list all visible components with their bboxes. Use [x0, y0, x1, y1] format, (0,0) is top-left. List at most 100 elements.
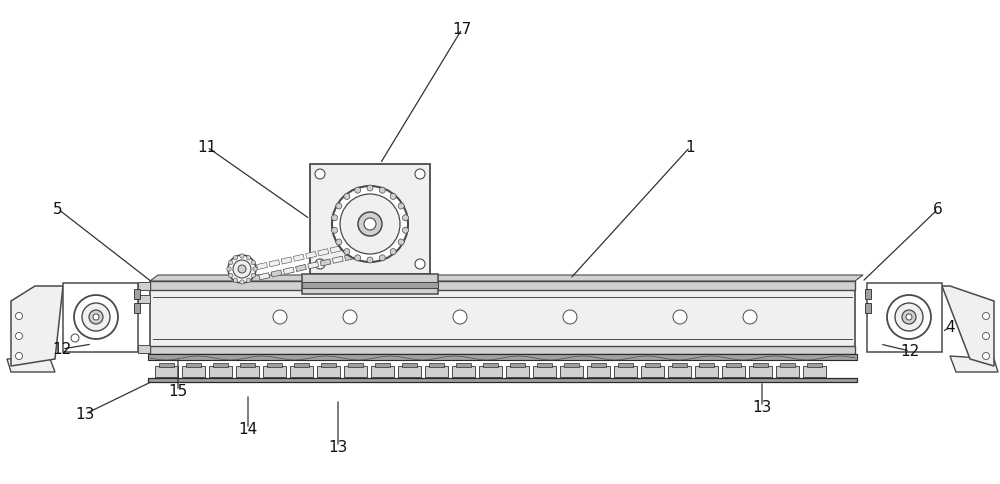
Bar	[306, 252, 316, 259]
Bar	[150, 281, 855, 354]
Circle shape	[240, 254, 244, 258]
Bar	[134, 289, 140, 300]
Bar	[310, 165, 430, 274]
Bar	[722, 366, 745, 377]
Circle shape	[453, 310, 467, 324]
Bar	[506, 366, 529, 377]
Bar	[641, 366, 664, 377]
Bar	[63, 284, 138, 352]
Circle shape	[315, 259, 325, 270]
Text: 11: 11	[197, 140, 217, 155]
Bar	[537, 363, 552, 367]
Bar	[186, 363, 201, 367]
Circle shape	[358, 212, 382, 237]
Bar	[138, 283, 150, 290]
Circle shape	[340, 195, 400, 255]
Bar	[159, 363, 174, 367]
Bar	[138, 345, 150, 353]
Circle shape	[89, 310, 103, 324]
Circle shape	[246, 278, 251, 283]
Bar	[402, 363, 417, 367]
Text: 15: 15	[168, 384, 188, 399]
Circle shape	[402, 228, 408, 234]
Bar	[269, 260, 280, 267]
Bar	[726, 363, 741, 367]
Text: 4: 4	[945, 320, 955, 335]
Circle shape	[743, 310, 757, 324]
Circle shape	[16, 353, 23, 360]
Bar	[348, 363, 363, 367]
Circle shape	[355, 188, 361, 194]
Bar	[668, 366, 691, 377]
Bar	[776, 366, 799, 377]
Circle shape	[415, 259, 425, 270]
Bar	[294, 363, 309, 367]
Circle shape	[229, 274, 233, 278]
Bar	[332, 257, 343, 264]
Bar	[375, 363, 390, 367]
Bar	[429, 363, 444, 367]
Circle shape	[16, 313, 23, 320]
Circle shape	[332, 228, 338, 234]
Circle shape	[982, 333, 990, 340]
Bar	[321, 363, 336, 367]
Bar	[342, 244, 353, 251]
Bar	[533, 366, 556, 377]
Bar	[134, 303, 140, 313]
Text: 5: 5	[53, 202, 63, 217]
Bar	[695, 366, 718, 377]
Bar	[865, 289, 871, 300]
Bar	[371, 366, 394, 377]
Polygon shape	[942, 287, 994, 366]
Bar	[257, 263, 267, 270]
Bar	[330, 246, 341, 254]
Text: 12: 12	[52, 342, 72, 357]
Bar	[283, 268, 294, 275]
Circle shape	[251, 274, 255, 278]
Bar	[807, 363, 822, 367]
Circle shape	[398, 204, 404, 210]
Circle shape	[367, 257, 373, 263]
Text: 17: 17	[452, 22, 472, 37]
Circle shape	[563, 310, 577, 324]
Circle shape	[379, 188, 385, 194]
Bar	[296, 265, 306, 272]
Bar	[645, 363, 660, 367]
Bar	[263, 366, 286, 377]
Circle shape	[336, 240, 342, 245]
Bar	[293, 255, 304, 262]
Bar	[148, 378, 857, 382]
Bar	[749, 366, 772, 377]
Circle shape	[315, 170, 325, 180]
Circle shape	[982, 353, 990, 360]
Circle shape	[398, 240, 404, 245]
Bar	[150, 281, 855, 290]
Circle shape	[895, 303, 923, 332]
Circle shape	[82, 303, 110, 332]
Bar	[138, 295, 150, 303]
Bar	[425, 366, 448, 377]
Bar	[753, 363, 768, 367]
Circle shape	[390, 194, 396, 200]
Text: 12: 12	[900, 344, 920, 359]
Bar	[259, 273, 270, 280]
Bar	[452, 366, 475, 377]
Circle shape	[336, 204, 342, 210]
Circle shape	[344, 194, 350, 200]
Bar	[344, 366, 367, 377]
Bar	[155, 366, 178, 377]
Circle shape	[233, 278, 238, 283]
Circle shape	[93, 314, 99, 320]
Circle shape	[364, 219, 376, 230]
Polygon shape	[950, 356, 998, 372]
Circle shape	[71, 334, 79, 342]
Bar	[867, 284, 942, 352]
Bar	[560, 366, 583, 377]
Circle shape	[229, 261, 233, 265]
Bar	[148, 354, 857, 360]
Circle shape	[367, 186, 373, 192]
Bar	[672, 363, 687, 367]
Circle shape	[228, 256, 256, 284]
Bar	[317, 366, 340, 377]
Bar	[308, 262, 319, 269]
